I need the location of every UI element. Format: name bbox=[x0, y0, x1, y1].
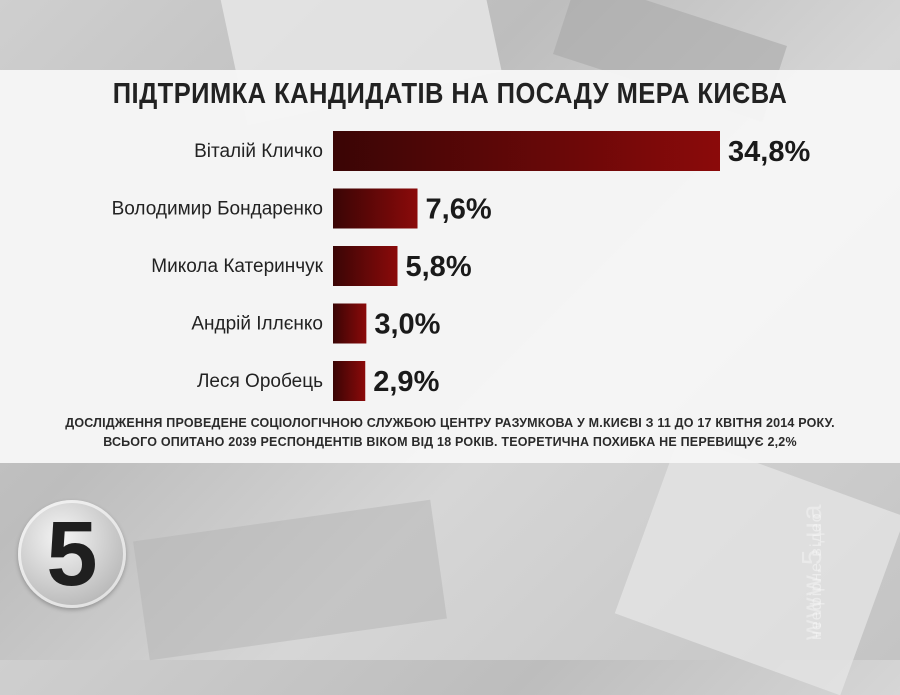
data-label: 5,8% bbox=[406, 251, 472, 283]
data-label: 34,8% bbox=[728, 136, 810, 168]
category-label: Віталій Кличко bbox=[194, 141, 323, 162]
bar bbox=[333, 246, 398, 286]
channel-logo-digit: 5 bbox=[46, 503, 98, 605]
watermark-caption: неефірне відео bbox=[808, 512, 825, 640]
category-label: Володимир Бондаренко bbox=[112, 199, 323, 220]
category-label: Микола Катеринчук bbox=[151, 256, 323, 277]
bar bbox=[333, 188, 418, 229]
bar bbox=[333, 131, 720, 171]
data-label: 2,9% bbox=[373, 366, 439, 398]
channel-logo: 5 bbox=[18, 500, 126, 608]
bar bbox=[333, 361, 366, 401]
chart-title: ПІДТРИМКА КАНДИДАТІВ НА ПОСАДУ МЕРА КИЄВ… bbox=[112, 78, 788, 110]
category-label: Андрій Іллєнко bbox=[191, 314, 323, 335]
category-label: Леся Оробець bbox=[197, 371, 323, 392]
bar-chart: Віталій Кличко 34,8% Володимир Бондаренко 7… bbox=[112, 131, 810, 401]
data-label: 7,6% bbox=[426, 194, 492, 226]
footnote-line-2: ВСЬОГО ОПИТАНО 2039 РЕСПОНДЕНТІВ ВІКОМ В… bbox=[103, 435, 797, 449]
data-label: 3,0% bbox=[374, 309, 440, 341]
footnote-line-1: ДОСЛІДЖЕННЯ ПРОВЕДЕНЕ СОЦІОЛОГІЧНОЮ СЛУЖ… bbox=[65, 416, 835, 430]
bar bbox=[333, 303, 367, 344]
